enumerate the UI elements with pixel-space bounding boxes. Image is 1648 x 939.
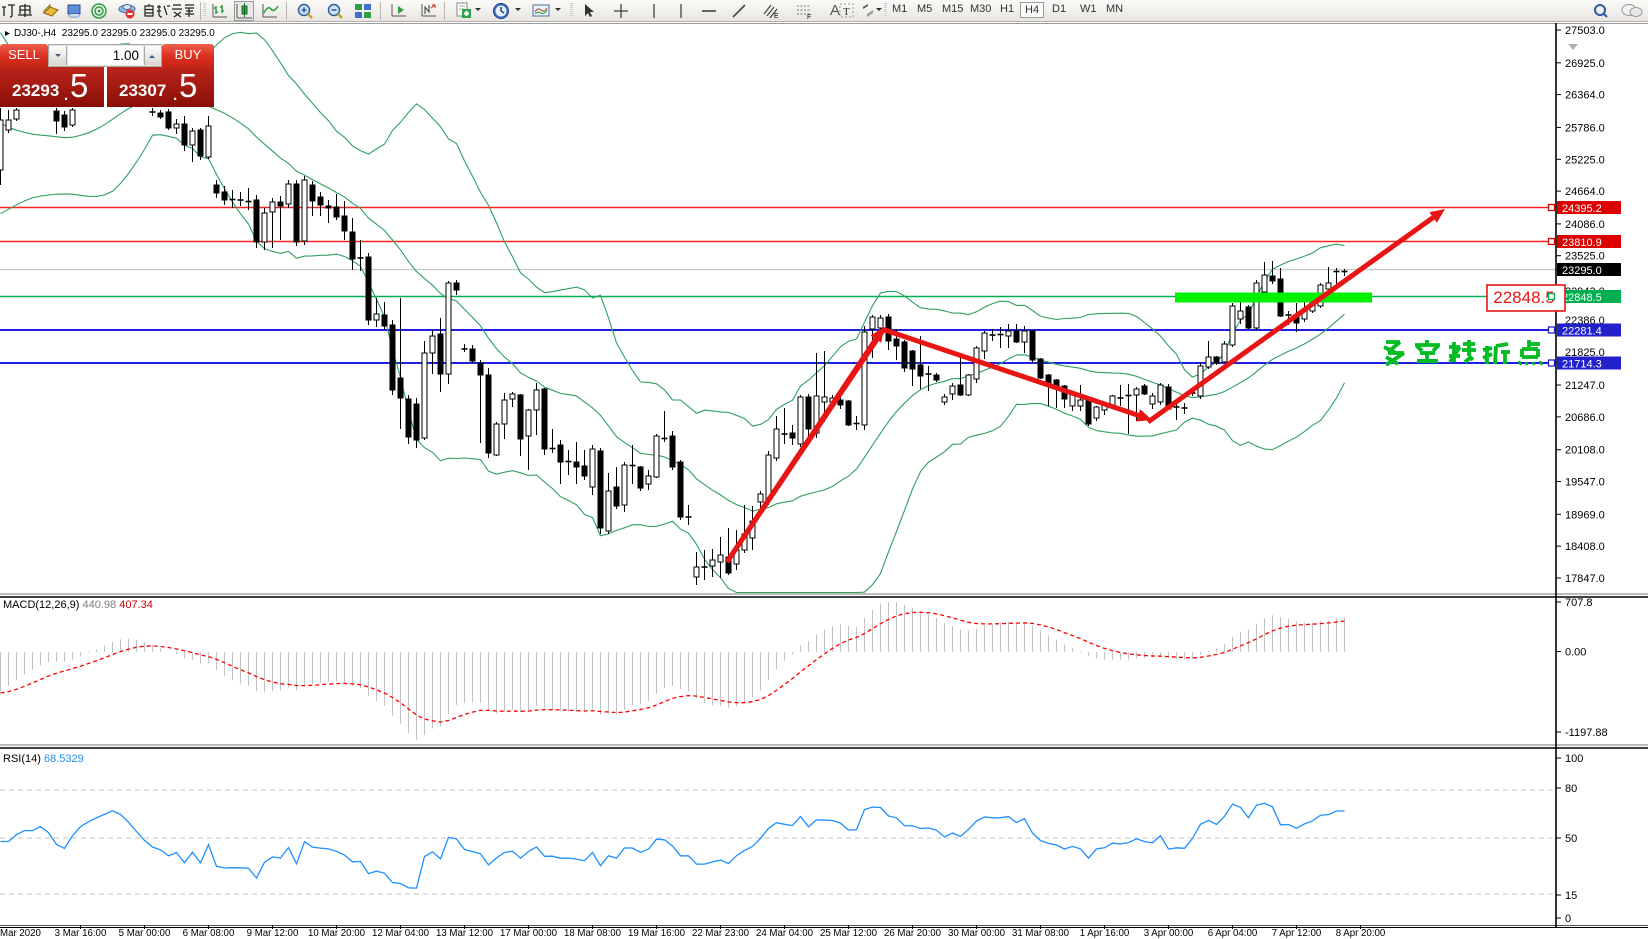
svg-text:5 Mar 00:00: 5 Mar 00:00 — [119, 928, 171, 939]
svg-text:20108.0: 20108.0 — [1565, 445, 1605, 457]
svg-text:18 Mar 08:00: 18 Mar 08:00 — [564, 928, 622, 939]
svg-text:80: 80 — [1565, 783, 1577, 795]
svg-text:22 Mar 23:00: 22 Mar 23:00 — [692, 928, 750, 939]
svg-text:21825.0: 21825.0 — [1565, 347, 1605, 359]
svg-text:23525.0: 23525.0 — [1565, 251, 1605, 263]
svg-text:7 Apr 12:00: 7 Apr 12:00 — [1272, 928, 1322, 939]
svg-text:8 Apr 20:00: 8 Apr 20:00 — [1336, 928, 1386, 939]
svg-text:25225.0: 25225.0 — [1565, 154, 1605, 166]
svg-text:24395.2: 24395.2 — [1562, 203, 1602, 215]
svg-text:24086.0: 24086.0 — [1565, 219, 1605, 231]
svg-text:707.8: 707.8 — [1565, 597, 1593, 609]
svg-text:22848.5: 22848.5 — [1493, 288, 1554, 307]
svg-text:F: F — [807, 14, 811, 20]
svg-text:17847.0: 17847.0 — [1565, 573, 1605, 585]
svg-text:10 Mar 20:00: 10 Mar 20:00 — [308, 928, 366, 939]
svg-text:E: E — [774, 13, 779, 20]
svg-text:21247.0: 21247.0 — [1565, 380, 1605, 392]
svg-text:0: 0 — [1565, 913, 1571, 925]
svg-text:27503.0: 27503.0 — [1565, 25, 1605, 37]
svg-text:26364.0: 26364.0 — [1565, 90, 1605, 102]
svg-text:23810.9: 23810.9 — [1562, 237, 1602, 249]
svg-text:15: 15 — [1565, 890, 1577, 902]
svg-text:20686.0: 20686.0 — [1565, 412, 1605, 424]
svg-text:24664.0: 24664.0 — [1565, 186, 1605, 198]
svg-text:26 Mar 20:00: 26 Mar 20:00 — [884, 928, 942, 939]
svg-text:6 Mar 08:00: 6 Mar 08:00 — [183, 928, 235, 939]
svg-text:50: 50 — [1565, 833, 1577, 845]
svg-text:0.00: 0.00 — [1565, 647, 1586, 659]
svg-text:100: 100 — [1565, 753, 1583, 765]
svg-text:25786.0: 25786.0 — [1565, 122, 1605, 134]
svg-text:18969.0: 18969.0 — [1565, 509, 1605, 521]
svg-text:Mar 2020: Mar 2020 — [0, 928, 42, 939]
svg-text:6 Apr 04:00: 6 Apr 04:00 — [1208, 928, 1258, 939]
svg-text:24 Mar 04:00: 24 Mar 04:00 — [756, 928, 814, 939]
svg-text:26925.0: 26925.0 — [1565, 58, 1605, 70]
svg-text:22281.4: 22281.4 — [1562, 326, 1602, 338]
svg-text:9 Mar 12:00: 9 Mar 12:00 — [247, 928, 299, 939]
svg-text:30 Mar 00:00: 30 Mar 00:00 — [948, 928, 1006, 939]
svg-text:T: T — [843, 6, 850, 18]
svg-text:31 Mar 08:00: 31 Mar 08:00 — [1012, 928, 1070, 939]
svg-text:-1197.88: -1197.88 — [1565, 727, 1608, 739]
svg-text:25 Mar 12:00: 25 Mar 12:00 — [820, 928, 878, 939]
svg-text:3 Mar 16:00: 3 Mar 16:00 — [55, 928, 107, 939]
svg-text:RSI(14) 68.5329: RSI(14) 68.5329 — [3, 753, 84, 765]
svg-text:13 Mar 12:00: 13 Mar 12:00 — [436, 928, 494, 939]
svg-text:MACD(12,26,9) 440.98 407.34: MACD(12,26,9) 440.98 407.34 — [3, 599, 153, 611]
svg-text:12 Mar 04:00: 12 Mar 04:00 — [372, 928, 430, 939]
svg-text:19547.0: 19547.0 — [1565, 477, 1605, 489]
svg-text:23295.0: 23295.0 — [1562, 265, 1602, 277]
svg-text:1 Apr 16:00: 1 Apr 16:00 — [1080, 928, 1130, 939]
svg-text:22848.5: 22848.5 — [1562, 292, 1602, 304]
svg-text:19 Mar 16:00: 19 Mar 16:00 — [628, 928, 686, 939]
svg-text:21714.3: 21714.3 — [1562, 359, 1602, 371]
svg-text:17 Mar 00:00: 17 Mar 00:00 — [500, 928, 558, 939]
svg-text:3 Apr 00:00: 3 Apr 00:00 — [1144, 928, 1194, 939]
svg-text:DJ30-,H4 23295.0 23295.0 2329: DJ30-,H4 23295.0 23295.0 23295.0 23295.0 — [14, 28, 215, 39]
svg-text:18408.0: 18408.0 — [1565, 541, 1605, 553]
